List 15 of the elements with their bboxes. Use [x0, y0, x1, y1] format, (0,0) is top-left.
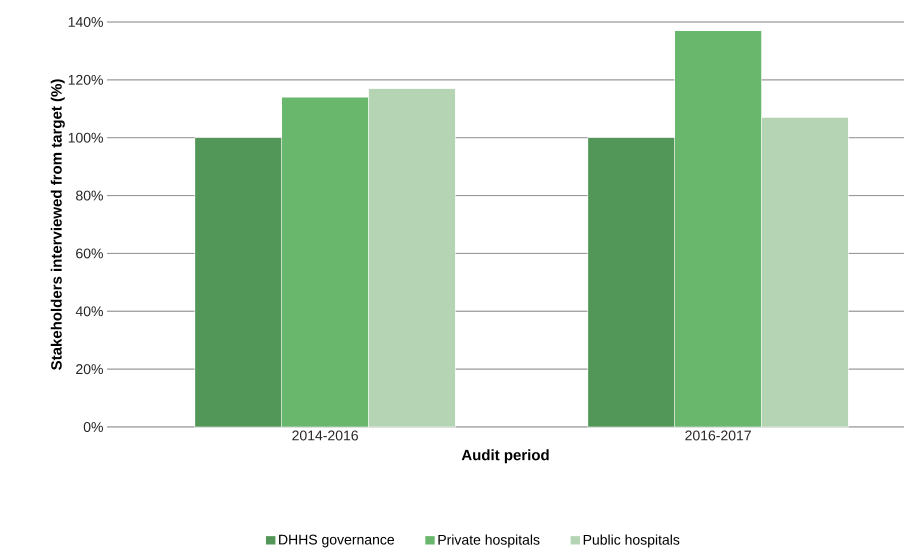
y-tick-label: 60% [76, 248, 103, 258]
legend-label: Public hospitals [584, 534, 680, 548]
y-tick-label: 80% [76, 190, 103, 201]
x-axis-title: Audit period [462, 449, 549, 464]
y-tick-label: 100% [68, 132, 103, 143]
y-tick-label: 0% [84, 422, 103, 432]
y-tick-label: 20% [76, 364, 103, 374]
y-axis-title: Stakeholders interviewed from target (%) [50, 79, 65, 370]
y-tick-label: 40% [76, 306, 103, 316]
y-tick-label: 120% [68, 74, 103, 85]
legend-label: Private hospitals [438, 534, 540, 548]
x-tick-label: 2016-2017 [685, 430, 751, 440]
y-tick-label: 140% [68, 17, 103, 27]
x-tick-label: 2014-2016 [292, 430, 358, 440]
legend-label: DHHS governance [279, 534, 394, 548]
